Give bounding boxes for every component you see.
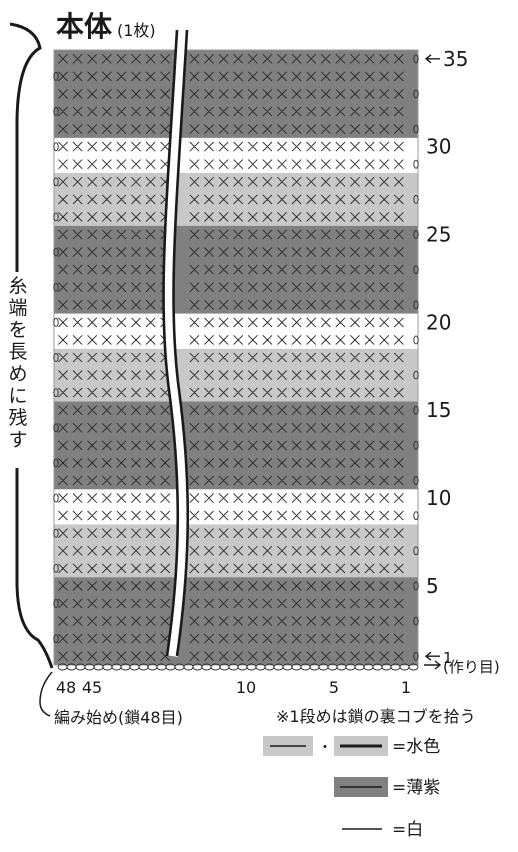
- row-labels: 35 30 25 20 15 10 5 1: [424, 47, 468, 670]
- stitch-label-5: 5: [329, 678, 339, 697]
- turning-chain: [413, 651, 419, 661]
- row-label-1: 1: [443, 649, 453, 667]
- turning-chain: [53, 493, 59, 503]
- row-label-5: 5: [426, 574, 439, 598]
- row-label-20: 20: [426, 310, 451, 334]
- side-note-bg: [7, 272, 29, 468]
- stitch-label-45: 45: [82, 678, 102, 697]
- turning-chain: [53, 107, 59, 116]
- row-arrow-35: [424, 54, 440, 64]
- chart-title: 本体: [56, 10, 113, 43]
- yarn-tail-brace: [9, 22, 54, 669]
- turning-chain: [413, 511, 419, 521]
- band-rows-11-15: [54, 401, 418, 490]
- row-label-10: 10: [426, 486, 451, 510]
- side-note-char: 残: [8, 407, 27, 429]
- turning-chain: [53, 212, 59, 222]
- turning-chain: [413, 476, 419, 485]
- side-note-char: を: [8, 319, 27, 341]
- row-label-25: 25: [426, 223, 451, 247]
- row-label-30: 30: [426, 135, 451, 159]
- stitch-label-10: 10: [236, 678, 256, 697]
- chart-break-line: [162, 29, 190, 657]
- turning-chain: [53, 142, 59, 152]
- band-rows-1-5: [54, 577, 418, 665]
- turning-chain: [413, 89, 419, 99]
- band-rows-29-30: [54, 137, 418, 173]
- stitch-symbols: [53, 53, 419, 671]
- band-rows-6-8: [54, 524, 418, 578]
- legend-label-white: =白: [392, 820, 423, 840]
- band-rows-26-28: [54, 173, 418, 226]
- turning-chain: [53, 282, 59, 292]
- chart-title-count: (1枚): [117, 21, 156, 40]
- break-line-left: [162, 29, 180, 657]
- turning-chain: [413, 440, 419, 450]
- turning-chain: [413, 616, 419, 626]
- stitch-label-1: 1: [401, 678, 411, 697]
- turning-chain: [413, 159, 419, 169]
- chain-stitches: [57, 663, 419, 671]
- start-note-brace: [39, 671, 53, 717]
- start-note: 編み始め(鎖48目): [54, 708, 183, 727]
- stitch-count-labels: 48 45 10 5 1: [56, 678, 411, 697]
- turning-chain: [53, 247, 59, 257]
- turning-chain: [413, 230, 419, 239]
- turning-chain: [53, 528, 59, 538]
- turning-chain: [53, 71, 59, 81]
- side-note-char: め: [8, 363, 27, 385]
- turning-chain: [413, 581, 419, 591]
- row-label-35: 35: [443, 47, 468, 71]
- turning-chain: [53, 458, 59, 468]
- turning-chain: [53, 177, 59, 187]
- band-rows-16-18: [54, 348, 418, 402]
- band-rows-21-25: [54, 225, 418, 314]
- turning-chain: [53, 634, 59, 644]
- turning-chain: [53, 563, 59, 573]
- turning-chain: [413, 124, 419, 134]
- turning-chain: [53, 423, 59, 433]
- turning-chain: [53, 388, 59, 398]
- turning-chain: [413, 405, 419, 415]
- turning-chain: [53, 317, 59, 327]
- legend: ・ =水色 =薄紫 =白: [263, 736, 440, 840]
- side-note-char: 端: [8, 297, 27, 319]
- stitch-label-48: 48: [56, 678, 76, 697]
- turning-chain: [53, 599, 59, 608]
- legend-label-light: =水色: [392, 737, 440, 757]
- side-note-char: 糸: [8, 275, 27, 297]
- turning-chain: [413, 265, 419, 275]
- first-row-note: ※1段めは鎖の裏コブを拾う: [276, 707, 476, 726]
- stitch-bands: [53, 49, 419, 666]
- turning-chain: [413, 300, 419, 310]
- turning-chain: [413, 335, 419, 345]
- side-note-char: す: [8, 429, 27, 451]
- side-note-char: に: [8, 385, 27, 407]
- chain-label: (作り目): [443, 658, 500, 676]
- band-rows-31-35: [54, 50, 418, 138]
- turning-chain: [413, 370, 419, 380]
- turning-chain: [413, 54, 419, 64]
- chain-arrow: [424, 660, 442, 670]
- side-note-char: 長: [8, 341, 27, 363]
- turning-chain: [413, 546, 419, 556]
- band-rows-19-20: [54, 313, 418, 349]
- row-label-15: 15: [426, 398, 451, 422]
- break-line-right: [172, 29, 190, 657]
- legend-separator: ・: [318, 740, 332, 756]
- break-gap: [162, 29, 189, 657]
- row-arrow-1: [424, 651, 440, 661]
- band-rows-9-10: [54, 489, 418, 525]
- turning-chain: [413, 194, 419, 204]
- turning-chain: [53, 353, 59, 362]
- legend-label-dark: =薄紫: [392, 778, 440, 798]
